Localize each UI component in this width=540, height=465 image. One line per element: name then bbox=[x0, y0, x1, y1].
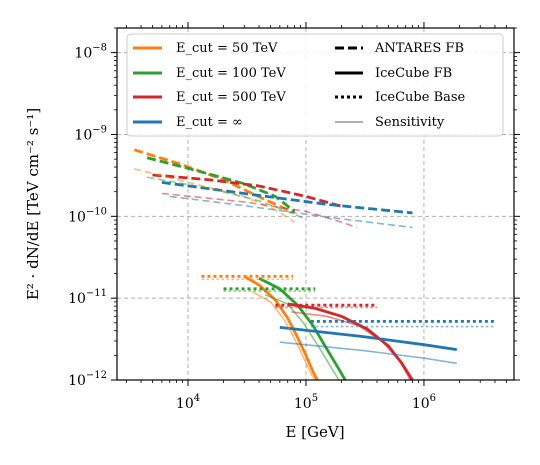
series-cut500-dashed-sensitivity bbox=[161, 192, 358, 229]
series-cut50-solid-sensitivity bbox=[251, 290, 316, 380]
series-cutinf-dashed-sensitivity bbox=[169, 195, 413, 229]
series-cut100-solid-sensitivity bbox=[264, 294, 340, 380]
legend-label-sensitivity: Sensitivity bbox=[375, 115, 445, 130]
legend-label-icecube-fb: IceCube FB bbox=[375, 66, 452, 81]
legend-label-icecube-base: IceCube Base bbox=[375, 90, 466, 105]
legend-label-antares: ANTARES FB bbox=[374, 41, 464, 56]
series-cut100-dashed-flux bbox=[146, 156, 296, 213]
legend-label-cut500: E_cut = 500 TeV bbox=[176, 90, 286, 105]
x-axis-label: E [GeV] bbox=[285, 423, 344, 441]
series-cutinf-solid-flux bbox=[279, 325, 458, 352]
legend-box bbox=[126, 33, 504, 137]
data-series bbox=[133, 148, 495, 380]
legend: E_cut = 50 TeV E_cut = 100 TeV E_cut = 5… bbox=[126, 33, 504, 137]
plot-frame bbox=[116, 27, 515, 381]
series-cut500-dashed-flux bbox=[152, 173, 345, 209]
legend-label-cut50: E_cut = 50 TeV bbox=[176, 41, 278, 56]
series-cut500-solid-sensitivity bbox=[291, 311, 411, 380]
legend-label-cutinf: E_cut = ∞ bbox=[176, 115, 243, 130]
legend-label-cut100: E_cut = 100 TeV bbox=[176, 66, 286, 81]
series-cut50-dashed-flux bbox=[133, 148, 296, 215]
y-axis-label: E² · dN/dE [TeV cm⁻² s⁻¹] bbox=[24, 108, 42, 300]
series-cut100-dashed-sensitivity bbox=[146, 176, 304, 219]
series-cutinf-solid-sensitivity bbox=[279, 341, 457, 365]
